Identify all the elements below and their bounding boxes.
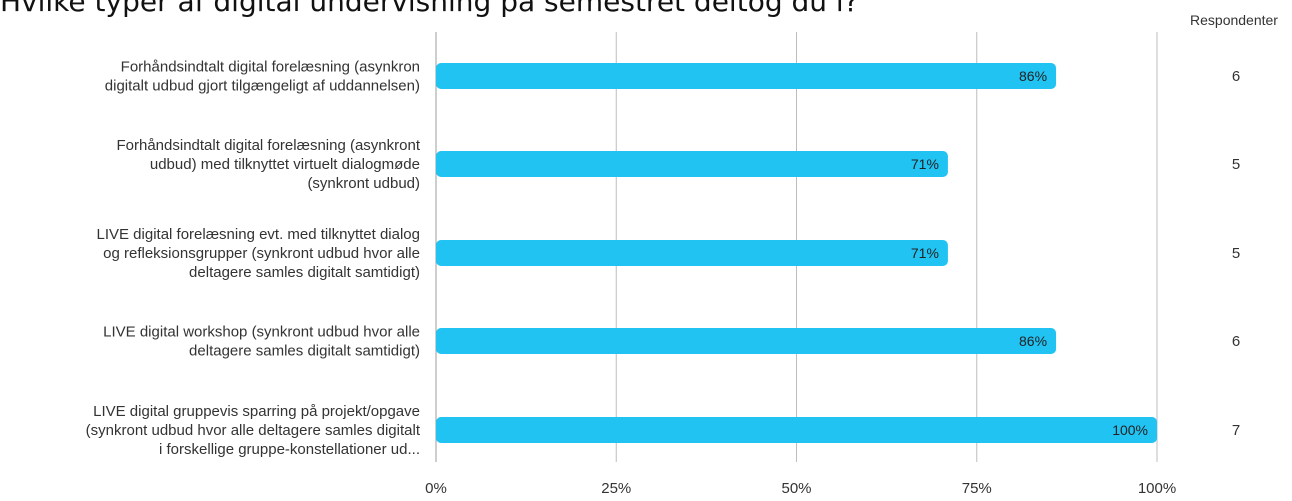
value-labels: 86% 71% 71% 86% 100% (911, 68, 1148, 438)
bar-value-label: 71% (911, 245, 939, 261)
respondent-counts: 6 5 5 6 7 (1232, 68, 1240, 439)
category-label: Forhåndsindtalt digital forelæsning (asy… (105, 59, 420, 95)
category-label-line: LIVE digital forelæsning evt. med tilkny… (96, 226, 420, 243)
category-label: LIVE digital forelæsning evt. med tilkny… (96, 226, 420, 281)
x-tick-label: 25% (601, 480, 631, 497)
bar (436, 63, 1057, 89)
chart-title: Hvilke typer af digital undervisning på … (0, 0, 859, 18)
category-label-line: og refleksionsgrupper (synkront udbud hv… (103, 245, 420, 262)
bar-value-label: 86% (1019, 68, 1047, 84)
x-tick-label: 75% (962, 480, 992, 497)
category-label-line: Forhåndsindtalt digital forelæsning (asy… (117, 137, 421, 154)
category-label-line: LIVE digital workshop (synkront udbud hv… (103, 324, 420, 341)
category-labels: Forhåndsindtalt digital forelæsning (asy… (86, 59, 421, 459)
category-label-line: deltagere samles digitalt samtidigt) (189, 264, 420, 281)
category-label-line: digitalt udbud gjort tilgængeligt af udd… (105, 78, 420, 95)
category-label: LIVE digital workshop (synkront udbud hv… (103, 324, 420, 360)
respondents-header: Respondenter (1190, 12, 1278, 28)
category-label-line: (synkront udbud hvor alle deltagere saml… (86, 422, 421, 439)
bar-value-label: 100% (1112, 422, 1148, 438)
bar (436, 417, 1157, 443)
category-label-line: Forhåndsindtalt digital forelæsning (asy… (121, 59, 420, 76)
category-label: LIVE digital gruppevis sparring på proje… (86, 403, 421, 458)
bar (436, 328, 1057, 354)
respondent-count: 5 (1232, 156, 1240, 173)
bar-value-label: 71% (911, 156, 939, 172)
x-tick-label: 100% (1138, 480, 1176, 497)
x-tick-label: 0% (425, 480, 447, 497)
bar (436, 151, 948, 177)
x-tick-label: 50% (781, 480, 811, 497)
category-label-line: deltagere samles digitalt samtidigt) (189, 343, 420, 360)
bars (436, 63, 1157, 443)
respondent-count: 6 (1232, 68, 1240, 85)
respondent-count: 6 (1232, 333, 1240, 350)
category-label-line: i forskellige gruppe-konstellationer ud.… (159, 441, 420, 458)
respondent-count: 5 (1232, 245, 1240, 262)
respondent-count: 7 (1232, 422, 1240, 439)
category-label-line: (synkront udbud) (307, 175, 420, 192)
category-label-line: LIVE digital gruppevis sparring på proje… (93, 403, 420, 420)
bar (436, 240, 948, 266)
x-axis-ticks: 0% 25% 50% 75% 100% (425, 480, 1176, 497)
category-label: Forhåndsindtalt digital forelæsning (asy… (117, 137, 421, 192)
bar-value-label: 86% (1019, 333, 1047, 349)
category-label-line: udbud) med tilknyttet virtuelt dialogmød… (150, 156, 420, 173)
